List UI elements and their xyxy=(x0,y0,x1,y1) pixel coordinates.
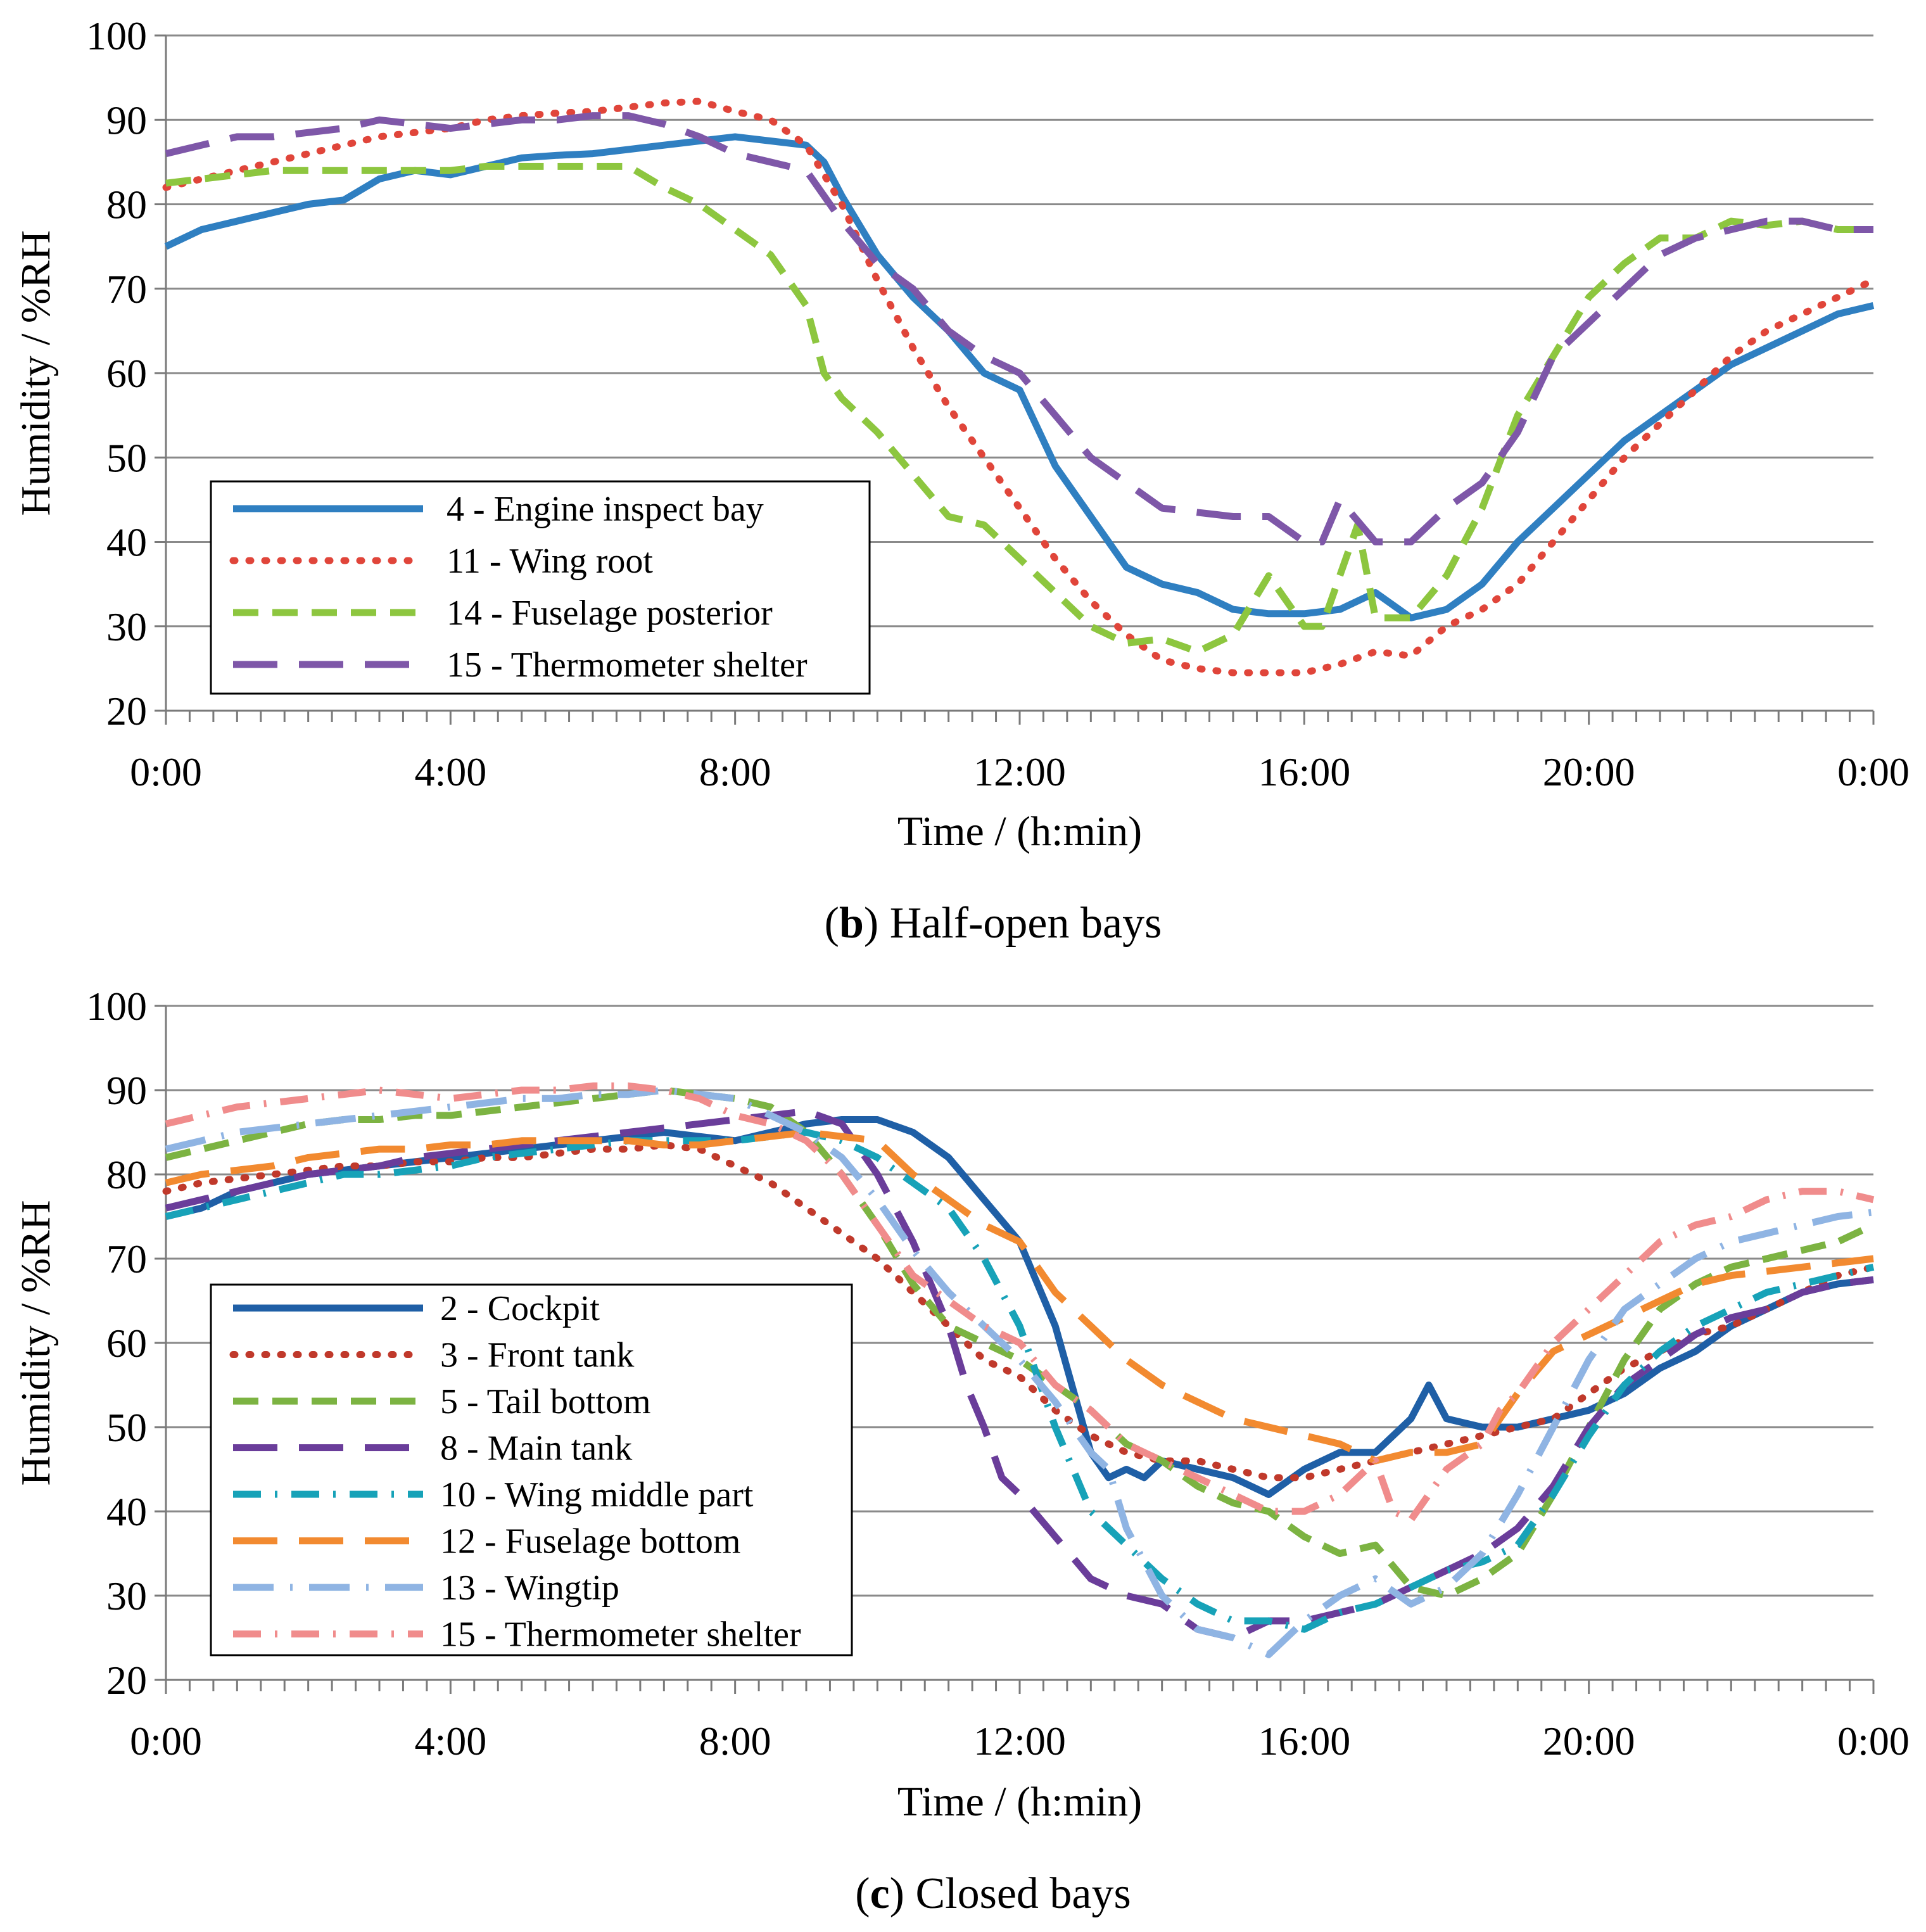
legend-label: 2 - Cockpit xyxy=(440,1289,600,1328)
y-tick-label: 80 xyxy=(106,1152,147,1197)
caption-paren-close: ) xyxy=(890,1869,904,1918)
legend-label: 8 - Main tank xyxy=(440,1429,632,1468)
series-line-4 xyxy=(165,1107,1874,1641)
legend-label: 15 - Thermometer shelter xyxy=(447,645,808,685)
series-line-1 xyxy=(165,1116,1874,1498)
figure-caption: (c) Closed bays xyxy=(855,1869,1131,1918)
legend-entry: 8 - Main tank xyxy=(233,1429,632,1468)
legend: 4 - Engine inspect bay 11 - Wing root 14 -… xyxy=(210,480,871,695)
y-tick-label: 70 xyxy=(106,1236,147,1281)
caption-space xyxy=(904,1869,916,1918)
y-axis-label: Humidity / %RH xyxy=(13,1200,59,1485)
legend-label: 3 - Front tank xyxy=(440,1336,634,1375)
x-tick-label: 12:00 xyxy=(973,749,1066,794)
x-tick-labels: 0:00 4:00 8:00 12:00 16:00 20:00 0:00 xyxy=(130,1719,1910,1764)
x-tick-label: 0:00 xyxy=(1837,749,1910,794)
series-line-6 xyxy=(165,1129,1874,1465)
x-tick-label: 16:00 xyxy=(1258,1719,1350,1764)
legend: 2 - Cockpit 3 - Front tank 5 - Tail bottom… xyxy=(210,1283,853,1656)
y-tick-label: 60 xyxy=(106,1321,147,1366)
series-line-3 xyxy=(165,163,1873,656)
chart-closed-bays: 20 30 40 50 60 70 80 90 100 0:00 4:00 8:00 12:00 16:… xyxy=(13,984,1910,1918)
y-axis-label: Humidity / %RH xyxy=(13,230,59,516)
legend-entry: 3 - Front tank xyxy=(229,1336,634,1375)
legend-entry: 15 - Thermometer shelter xyxy=(233,645,808,685)
caption-paren-close: ) xyxy=(864,899,878,948)
legend-label: 13 - Wingtip xyxy=(440,1568,619,1608)
x-axis-label: Time / (h:min) xyxy=(897,1779,1142,1825)
legend-label: 10 - Wing middle part xyxy=(440,1475,754,1515)
y-tick-labels: 20 30 40 50 60 70 80 90 100 xyxy=(86,13,147,734)
legend-label: 4 - Engine inspect bay xyxy=(447,490,764,529)
y-tick-label: 40 xyxy=(106,1489,147,1534)
y-tick-label: 50 xyxy=(106,435,147,480)
chart-half-open-bays: 20 30 40 50 60 70 80 90 100 0:00 4:00 8:00 12:00 16:… xyxy=(13,13,1910,948)
y-tick-label: 30 xyxy=(106,1573,147,1618)
x-tick-label: 4:00 xyxy=(414,749,486,794)
y-tick-label: 50 xyxy=(106,1405,147,1450)
y-tick-label: 70 xyxy=(106,267,147,312)
x-tick-label: 16:00 xyxy=(1258,749,1350,794)
caption-letter: b xyxy=(839,899,864,948)
series-line-7 xyxy=(165,1086,1874,1658)
x-tick-labels: 0:00 4:00 8:00 12:00 16:00 20:00 0:00 xyxy=(130,749,1910,794)
x-tick-label: 0:00 xyxy=(1837,1719,1910,1764)
figure-caption: (b) Half-open bays xyxy=(825,899,1162,948)
x-tick-label: 4:00 xyxy=(414,1719,486,1764)
series-line-2 xyxy=(162,98,1877,677)
y-tick-label: 100 xyxy=(86,13,147,58)
legend-entry: 12 - Fuselage bottom xyxy=(233,1522,740,1561)
legend-entry: 10 - Wing middle part xyxy=(233,1475,754,1515)
x-tick-label: 0:00 xyxy=(130,1719,202,1764)
y-tick-label: 80 xyxy=(106,182,147,227)
x-tick-label: 12:00 xyxy=(973,1719,1066,1764)
series-line-1 xyxy=(164,133,1875,621)
legend-entry: 11 - Wing root xyxy=(229,542,653,581)
legend-entry: 15 - Thermometer shelter xyxy=(233,1615,801,1655)
series-lines xyxy=(162,1082,1877,1658)
caption-paren-open: ( xyxy=(825,899,839,948)
y-tick-label: 90 xyxy=(106,1068,147,1113)
series-line-8 xyxy=(165,1082,1875,1523)
y-tick-labels: 20 30 40 50 60 70 80 90 100 xyxy=(86,984,147,1703)
y-tick-label: 40 xyxy=(106,520,147,565)
legend-entry: 13 - Wingtip xyxy=(233,1568,619,1608)
legend-entry: 2 - Cockpit xyxy=(233,1289,600,1328)
y-tick-label: 30 xyxy=(106,604,147,649)
axis-ticks xyxy=(155,1005,1875,1694)
legend-label: 12 - Fuselage bottom xyxy=(440,1522,740,1561)
caption-text: Closed bays xyxy=(915,1869,1131,1918)
y-tick-label: 20 xyxy=(106,1658,147,1703)
y-tick-label: 90 xyxy=(106,98,147,143)
x-tick-label: 20:00 xyxy=(1543,1719,1635,1764)
axis-ticks xyxy=(155,34,1875,725)
legend-box xyxy=(210,480,871,695)
legend-entry: 5 - Tail bottom xyxy=(233,1382,651,1421)
legend-entry: 4 - Engine inspect bay xyxy=(233,490,764,529)
x-axis-label: Time / (h:min) xyxy=(897,808,1142,855)
series-line-2 xyxy=(162,1141,1877,1482)
caption-text: Half-open bays xyxy=(890,899,1162,948)
series-lines xyxy=(162,98,1877,677)
y-tick-label: 20 xyxy=(106,689,147,734)
legend-label: 15 - Thermometer shelter xyxy=(440,1615,801,1655)
legend-label: 5 - Tail bottom xyxy=(440,1382,651,1421)
caption-space xyxy=(878,899,890,948)
legend-label: 14 - Fuselage posterior xyxy=(447,594,773,633)
y-tick-label: 100 xyxy=(86,984,147,1029)
x-tick-label: 20:00 xyxy=(1543,749,1635,794)
x-tick-label: 8:00 xyxy=(699,749,771,794)
legend-label: 11 - Wing root xyxy=(447,542,653,581)
caption-letter: c xyxy=(870,1869,890,1918)
x-tick-label: 0:00 xyxy=(130,749,202,794)
series-line-4 xyxy=(165,112,1873,545)
legend-box xyxy=(210,1283,853,1656)
y-tick-label: 60 xyxy=(106,351,147,396)
caption-paren-open: ( xyxy=(855,1869,870,1918)
x-tick-label: 8:00 xyxy=(699,1719,771,1764)
legend-entry: 14 - Fuselage posterior xyxy=(233,594,773,633)
